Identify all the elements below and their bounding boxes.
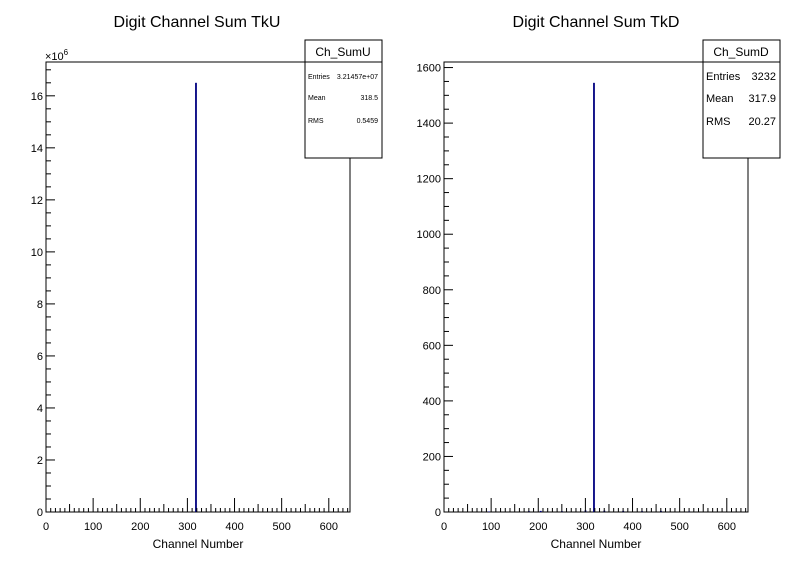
y-tick-label: 800 <box>423 285 441 297</box>
stats-label-entries-ch-sumu: Entries <box>308 74 330 81</box>
y-tick-label: 0 <box>37 507 43 519</box>
y-tick-label: 200 <box>423 451 441 463</box>
x-tick-label: 0 <box>43 521 49 533</box>
x-tick-label: 600 <box>320 521 338 533</box>
stats-label-mean-ch-sumd: Mean <box>706 93 734 105</box>
x-tick-label: 500 <box>272 521 290 533</box>
x-axis-label-ch-sumd: Channel Number <box>551 537 642 551</box>
stats-label-entries-ch-sumd: Entries <box>706 71 741 83</box>
x-tick-label: 300 <box>576 521 594 533</box>
y-tick-label: 600 <box>423 340 441 352</box>
histogram-bins-ch-sumd <box>487 82 691 513</box>
pad-ch-sumu: Digit Channel Sum TkU 0 100 200 300 400 500 60… <box>31 14 383 551</box>
x-tick-label: 100 <box>84 521 102 533</box>
stats-label-rms-ch-sumu: RMS <box>308 118 324 125</box>
chart-title-ch-sumu: Digit Channel Sum TkU <box>114 14 281 31</box>
y-tick-label: 8 <box>37 299 43 311</box>
stats-value-rms-ch-sumd: 20.27 <box>748 116 776 128</box>
y-tick-label: 10 <box>31 247 43 259</box>
stats-box-ch-sumd: Ch_SumD Entries 3232 Mean 317.9 RMS 20.2… <box>702 39 781 159</box>
y-tick-label: 0 <box>435 507 441 519</box>
histogram-bin-ch-sumd <box>487 511 490 513</box>
x-axis-label-ch-sumu: Channel Number <box>153 537 244 551</box>
histogram-bin-ch-sumu <box>195 82 197 512</box>
plot-frame-ch-sumd <box>443 61 749 513</box>
x-tick-label: 400 <box>225 521 243 533</box>
y-axis-ch-sumd: 0 200 400 600 800 1000 1200 1400 1600 <box>417 63 453 519</box>
y-tick-label: 1000 <box>417 229 441 241</box>
y-tick-label: 1600 <box>417 63 441 75</box>
chart-title-ch-sumd: Digit Channel Sum TkD <box>513 14 680 31</box>
y-axis-ch-sumu: 0 2 4 6 8 10 12 14 16 <box>31 69 55 519</box>
y-tick-label: 16 <box>31 91 43 103</box>
x-tick-label: 200 <box>529 521 547 533</box>
x-axis-ch-sumd: 0 100 200 300 400 500 600 <box>441 498 747 533</box>
stats-box-ch-sumu: Ch_SumU Entries 3.21457e+07 Mean 318.5 R… <box>304 39 383 159</box>
stats-title-ch-sumu: Ch_SumU <box>315 45 370 59</box>
stats-label-rms-ch-sumd: RMS <box>706 116 730 128</box>
y-tick-label: 12 <box>31 195 43 207</box>
y-tick-label: 4 <box>37 403 43 415</box>
stats-label-mean-ch-sumu: Mean <box>308 95 326 102</box>
stats-value-entries-ch-sumu: 3.21457e+07 <box>337 74 378 81</box>
stats-value-rms-ch-sumu: 0.5459 <box>357 118 379 125</box>
x-tick-label: 100 <box>482 521 500 533</box>
y-tick-label: 400 <box>423 396 441 408</box>
stats-value-entries-ch-sumd: 3232 <box>752 71 776 83</box>
x-tick-label: 0 <box>441 521 447 533</box>
y-exponent-label-ch-sumu: ×106 <box>45 48 69 63</box>
x-tick-label: 400 <box>623 521 641 533</box>
stats-value-mean-ch-sumu: 318.5 <box>360 95 378 102</box>
stats-title-ch-sumd: Ch_SumD <box>713 45 769 59</box>
x-tick-label: 500 <box>670 521 688 533</box>
histogram-bins-ch-sumu <box>195 82 197 512</box>
x-tick-label: 600 <box>718 521 736 533</box>
x-tick-label: 200 <box>131 521 149 533</box>
histogram-bin-ch-sumd <box>539 510 542 512</box>
x-tick-label: 300 <box>178 521 196 533</box>
y-tick-label: 1400 <box>417 118 441 130</box>
y-tick-label: 14 <box>31 143 43 155</box>
pad-ch-sumd: Digit Channel Sum TkD 0 100 200 300 400 500 60… <box>417 14 781 551</box>
histogram-bin-ch-sumd <box>593 82 595 512</box>
y-tick-label: 1200 <box>417 174 441 186</box>
x-axis-ch-sumu: 0 100 200 300 400 500 600 <box>43 498 349 533</box>
plot-frame-ch-sumu <box>45 61 351 513</box>
y-tick-label: 2 <box>37 455 43 467</box>
y-tick-label: 6 <box>37 351 43 363</box>
stats-value-mean-ch-sumd: 317.9 <box>748 93 776 105</box>
